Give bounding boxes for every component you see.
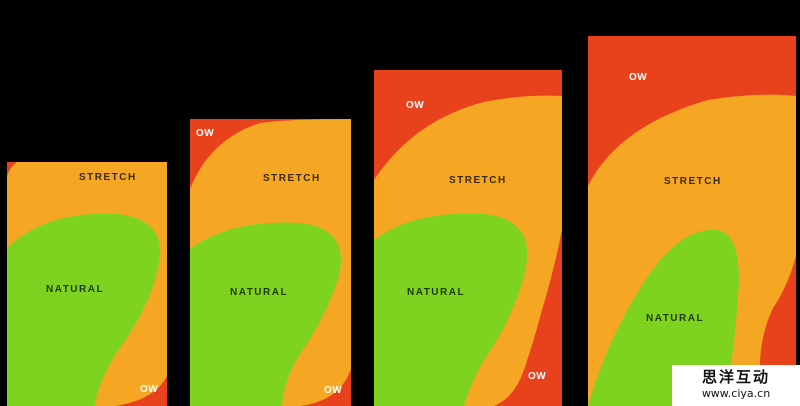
- phone-2: OW STRETCH NATURAL OW: [190, 119, 351, 406]
- phone-4-natural-label: NATURAL: [646, 313, 705, 324]
- phone-3-natural-label: NATURAL: [407, 287, 466, 298]
- phone-3-ow-label-bottom: OW: [528, 371, 547, 382]
- phone-2-natural-zone: [190, 222, 341, 406]
- phone-2-natural-label: NATURAL: [230, 287, 289, 298]
- phone-3-stretch-label: STRETCH: [449, 175, 507, 186]
- phone-3-natural-zone: [374, 213, 528, 406]
- phone-4-ow-label: OW: [629, 72, 648, 83]
- phone-4-zones: [588, 36, 796, 406]
- phone-1-ow-label: OW: [140, 384, 159, 395]
- phone-2-zones: [190, 119, 351, 406]
- phone-1-natural-label: NATURAL: [46, 284, 105, 295]
- phone-1: STRETCH NATURAL OW: [7, 162, 167, 406]
- phone-1-stretch-label: STRETCH: [79, 172, 137, 183]
- phone-1-natural-zone: [7, 213, 161, 406]
- phone-3: OW STRETCH NATURAL OW: [374, 70, 562, 406]
- watermark-title: 思洋互动: [701, 368, 770, 386]
- phone-4-natural-zone: [588, 229, 739, 406]
- watermark: 思洋互动 www.ciya.cn: [672, 365, 800, 406]
- phone-3-ow-label-top: OW: [406, 100, 425, 111]
- phone-2-ow-label-top: OW: [196, 128, 215, 139]
- phone-2-ow-label-bottom: OW: [324, 385, 343, 396]
- phone-3-zones: [374, 70, 562, 406]
- phone-2-stretch-label: STRETCH: [263, 173, 321, 184]
- phone-4-stretch-label: STRETCH: [664, 176, 722, 187]
- phone-4: OW STRETCH NATURAL: [588, 36, 796, 406]
- phone-1-zones: [7, 162, 167, 406]
- watermark-url: www.ciya.cn: [701, 387, 771, 400]
